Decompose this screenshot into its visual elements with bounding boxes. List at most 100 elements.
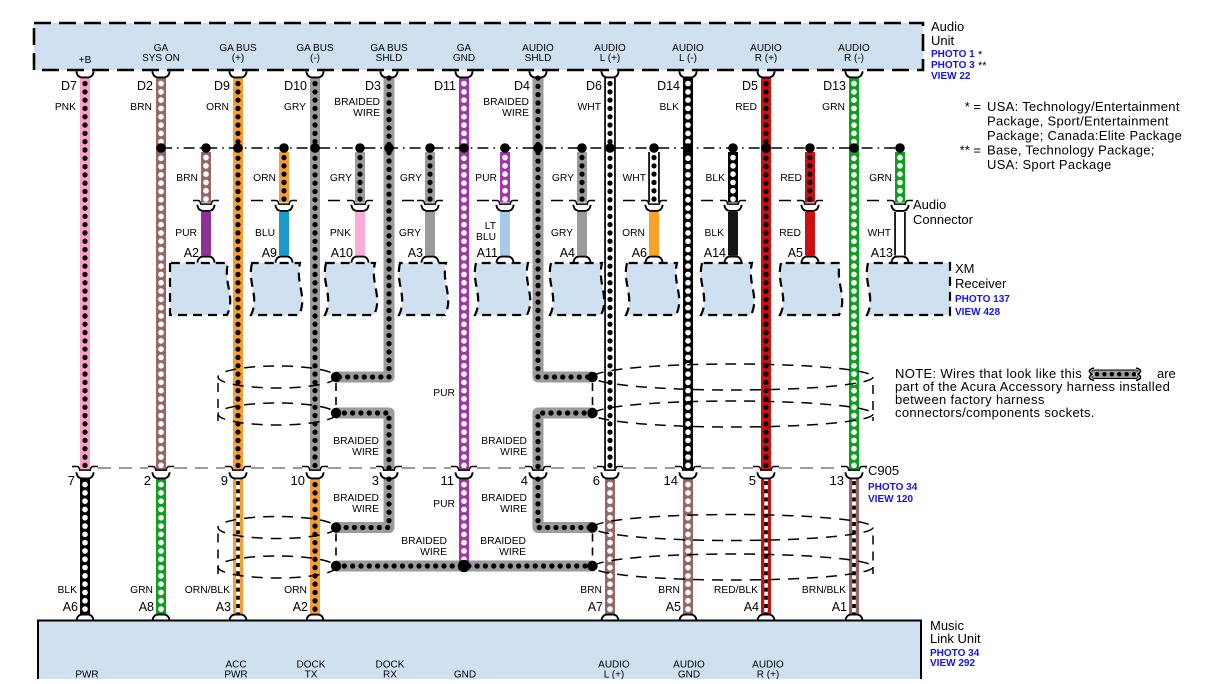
svg-text:GRY: GRY [330, 173, 352, 184]
svg-text:BRN/BLK: BRN/BLK [802, 585, 846, 596]
svg-text:BLK: BLK [705, 228, 725, 239]
svg-text:BRAIDED: BRAIDED [333, 493, 379, 504]
svg-text:Link Unit: Link Unit [930, 631, 981, 646]
svg-text:A3: A3 [408, 246, 423, 260]
svg-text:GND: GND [453, 53, 475, 64]
svg-text:2: 2 [144, 473, 151, 488]
svg-text:A11: A11 [477, 246, 498, 260]
svg-text:Receiver: Receiver [955, 276, 1007, 291]
svg-text:between factory harness: between factory harness [895, 392, 1045, 407]
svg-text:BRAIDED: BRAIDED [334, 97, 380, 108]
svg-text:RED: RED [780, 173, 802, 184]
svg-text:Music: Music [930, 618, 964, 633]
svg-text:D2: D2 [137, 79, 153, 93]
svg-text:AUDIO: AUDIO [752, 660, 784, 671]
svg-text:A8: A8 [139, 600, 154, 614]
svg-text:A6: A6 [632, 246, 647, 260]
svg-text:AUDIO: AUDIO [673, 660, 705, 671]
svg-text:GA: GA [457, 43, 472, 54]
svg-text:GND: GND [454, 670, 476, 680]
svg-text:ORN: ORN [206, 102, 229, 113]
svg-text:GRY: GRY [551, 228, 573, 239]
svg-text:ACC: ACC [225, 660, 246, 671]
svg-text:PHOTO 34: PHOTO 34 [930, 648, 980, 659]
svg-text:GRY: GRY [400, 173, 422, 184]
svg-text:Connector: Connector [913, 212, 974, 227]
svg-text:GND: GND [678, 670, 700, 680]
svg-text:are: are [1157, 366, 1176, 381]
svg-text:BRN: BRN [580, 585, 602, 596]
svg-text:AUDIO: AUDIO [598, 660, 630, 671]
svg-text:BRAIDED: BRAIDED [480, 536, 526, 547]
svg-text:AUDIO: AUDIO [672, 43, 704, 54]
svg-text:A2: A2 [184, 246, 199, 260]
svg-text:ORN/BLK: ORN/BLK [185, 585, 230, 596]
svg-text:13: 13 [830, 473, 844, 488]
svg-text:4: 4 [521, 473, 528, 488]
svg-text:D3: D3 [365, 79, 381, 93]
svg-text:VIEW 120: VIEW 120 [868, 494, 913, 505]
svg-text:A5: A5 [788, 246, 803, 260]
svg-text:D11: D11 [434, 79, 456, 93]
svg-text:L (-): L (-) [679, 53, 697, 64]
svg-text:A9: A9 [262, 246, 277, 260]
svg-text:A7: A7 [588, 600, 603, 614]
svg-text:Unit: Unit [931, 33, 955, 48]
svg-text:5: 5 [749, 473, 756, 488]
svg-text:10: 10 [291, 473, 305, 488]
svg-text:LT: LT [485, 221, 497, 232]
svg-text:BRAIDED: BRAIDED [481, 493, 527, 504]
svg-text:A2: A2 [293, 600, 308, 614]
svg-text:ORN: ORN [253, 173, 276, 184]
svg-text:SHLD: SHLD [376, 53, 403, 64]
svg-text:PWR: PWR [224, 670, 247, 680]
svg-text:TX: TX [305, 670, 318, 680]
svg-text:(-): (-) [310, 53, 320, 64]
svg-text:RX: RX [383, 670, 397, 680]
svg-text:BRAIDED: BRAIDED [333, 436, 379, 447]
svg-text:7: 7 [68, 473, 75, 488]
svg-text:11: 11 [441, 473, 455, 488]
svg-text:GRY: GRY [552, 173, 574, 184]
svg-text:GRY: GRY [284, 102, 306, 113]
svg-text:ORN: ORN [622, 228, 645, 239]
svg-text:WIRE: WIRE [352, 447, 379, 458]
svg-text:Base, Technology Package;: Base, Technology Package; [987, 143, 1155, 158]
svg-text:AUDIO: AUDIO [750, 43, 782, 54]
svg-text:D7: D7 [61, 79, 77, 93]
svg-text:R (-): R (-) [844, 53, 864, 64]
svg-text:D4: D4 [514, 79, 530, 93]
svg-text:BRAIDED: BRAIDED [401, 536, 447, 547]
svg-text:BRN: BRN [176, 173, 198, 184]
svg-text:WHT: WHT [868, 228, 892, 239]
svg-text:AUDIO: AUDIO [838, 43, 870, 54]
svg-text:D14: D14 [657, 79, 680, 93]
svg-text:BRAIDED: BRAIDED [483, 97, 529, 108]
svg-text:VIEW 428: VIEW 428 [955, 307, 1000, 318]
svg-text:+B: +B [79, 55, 92, 66]
svg-text:connectors/components sockets.: connectors/components sockets. [895, 405, 1095, 420]
svg-text:D5: D5 [742, 79, 758, 93]
svg-text:WIRE: WIRE [420, 547, 447, 558]
svg-text:PUR: PUR [433, 388, 455, 399]
svg-text:14: 14 [664, 473, 678, 488]
svg-text:XM: XM [955, 261, 975, 276]
svg-text:BRN: BRN [130, 102, 152, 113]
svg-text:GA BUS: GA BUS [370, 43, 408, 54]
svg-text:RED: RED [735, 102, 757, 113]
svg-text:GRN: GRN [869, 173, 892, 184]
svg-text:DOCK: DOCK [297, 660, 326, 671]
svg-text:VIEW 292: VIEW 292 [930, 658, 975, 669]
svg-text:VIEW 22: VIEW 22 [931, 71, 971, 82]
svg-text:AUDIO: AUDIO [522, 43, 554, 54]
svg-text:6: 6 [593, 473, 600, 488]
svg-text:Package, Sport/Entertainment: Package, Sport/Entertainment [987, 114, 1169, 129]
svg-text:(+): (+) [232, 53, 245, 64]
svg-text:A4: A4 [744, 600, 759, 614]
svg-text:DOCK: DOCK [376, 660, 405, 671]
svg-text:** =: ** = [960, 143, 981, 158]
svg-text:SYS ON: SYS ON [142, 53, 180, 64]
svg-text:PNK: PNK [55, 102, 76, 113]
svg-text:USA: Sport Package: USA: Sport Package [987, 157, 1112, 172]
svg-text:PUR: PUR [433, 499, 455, 510]
